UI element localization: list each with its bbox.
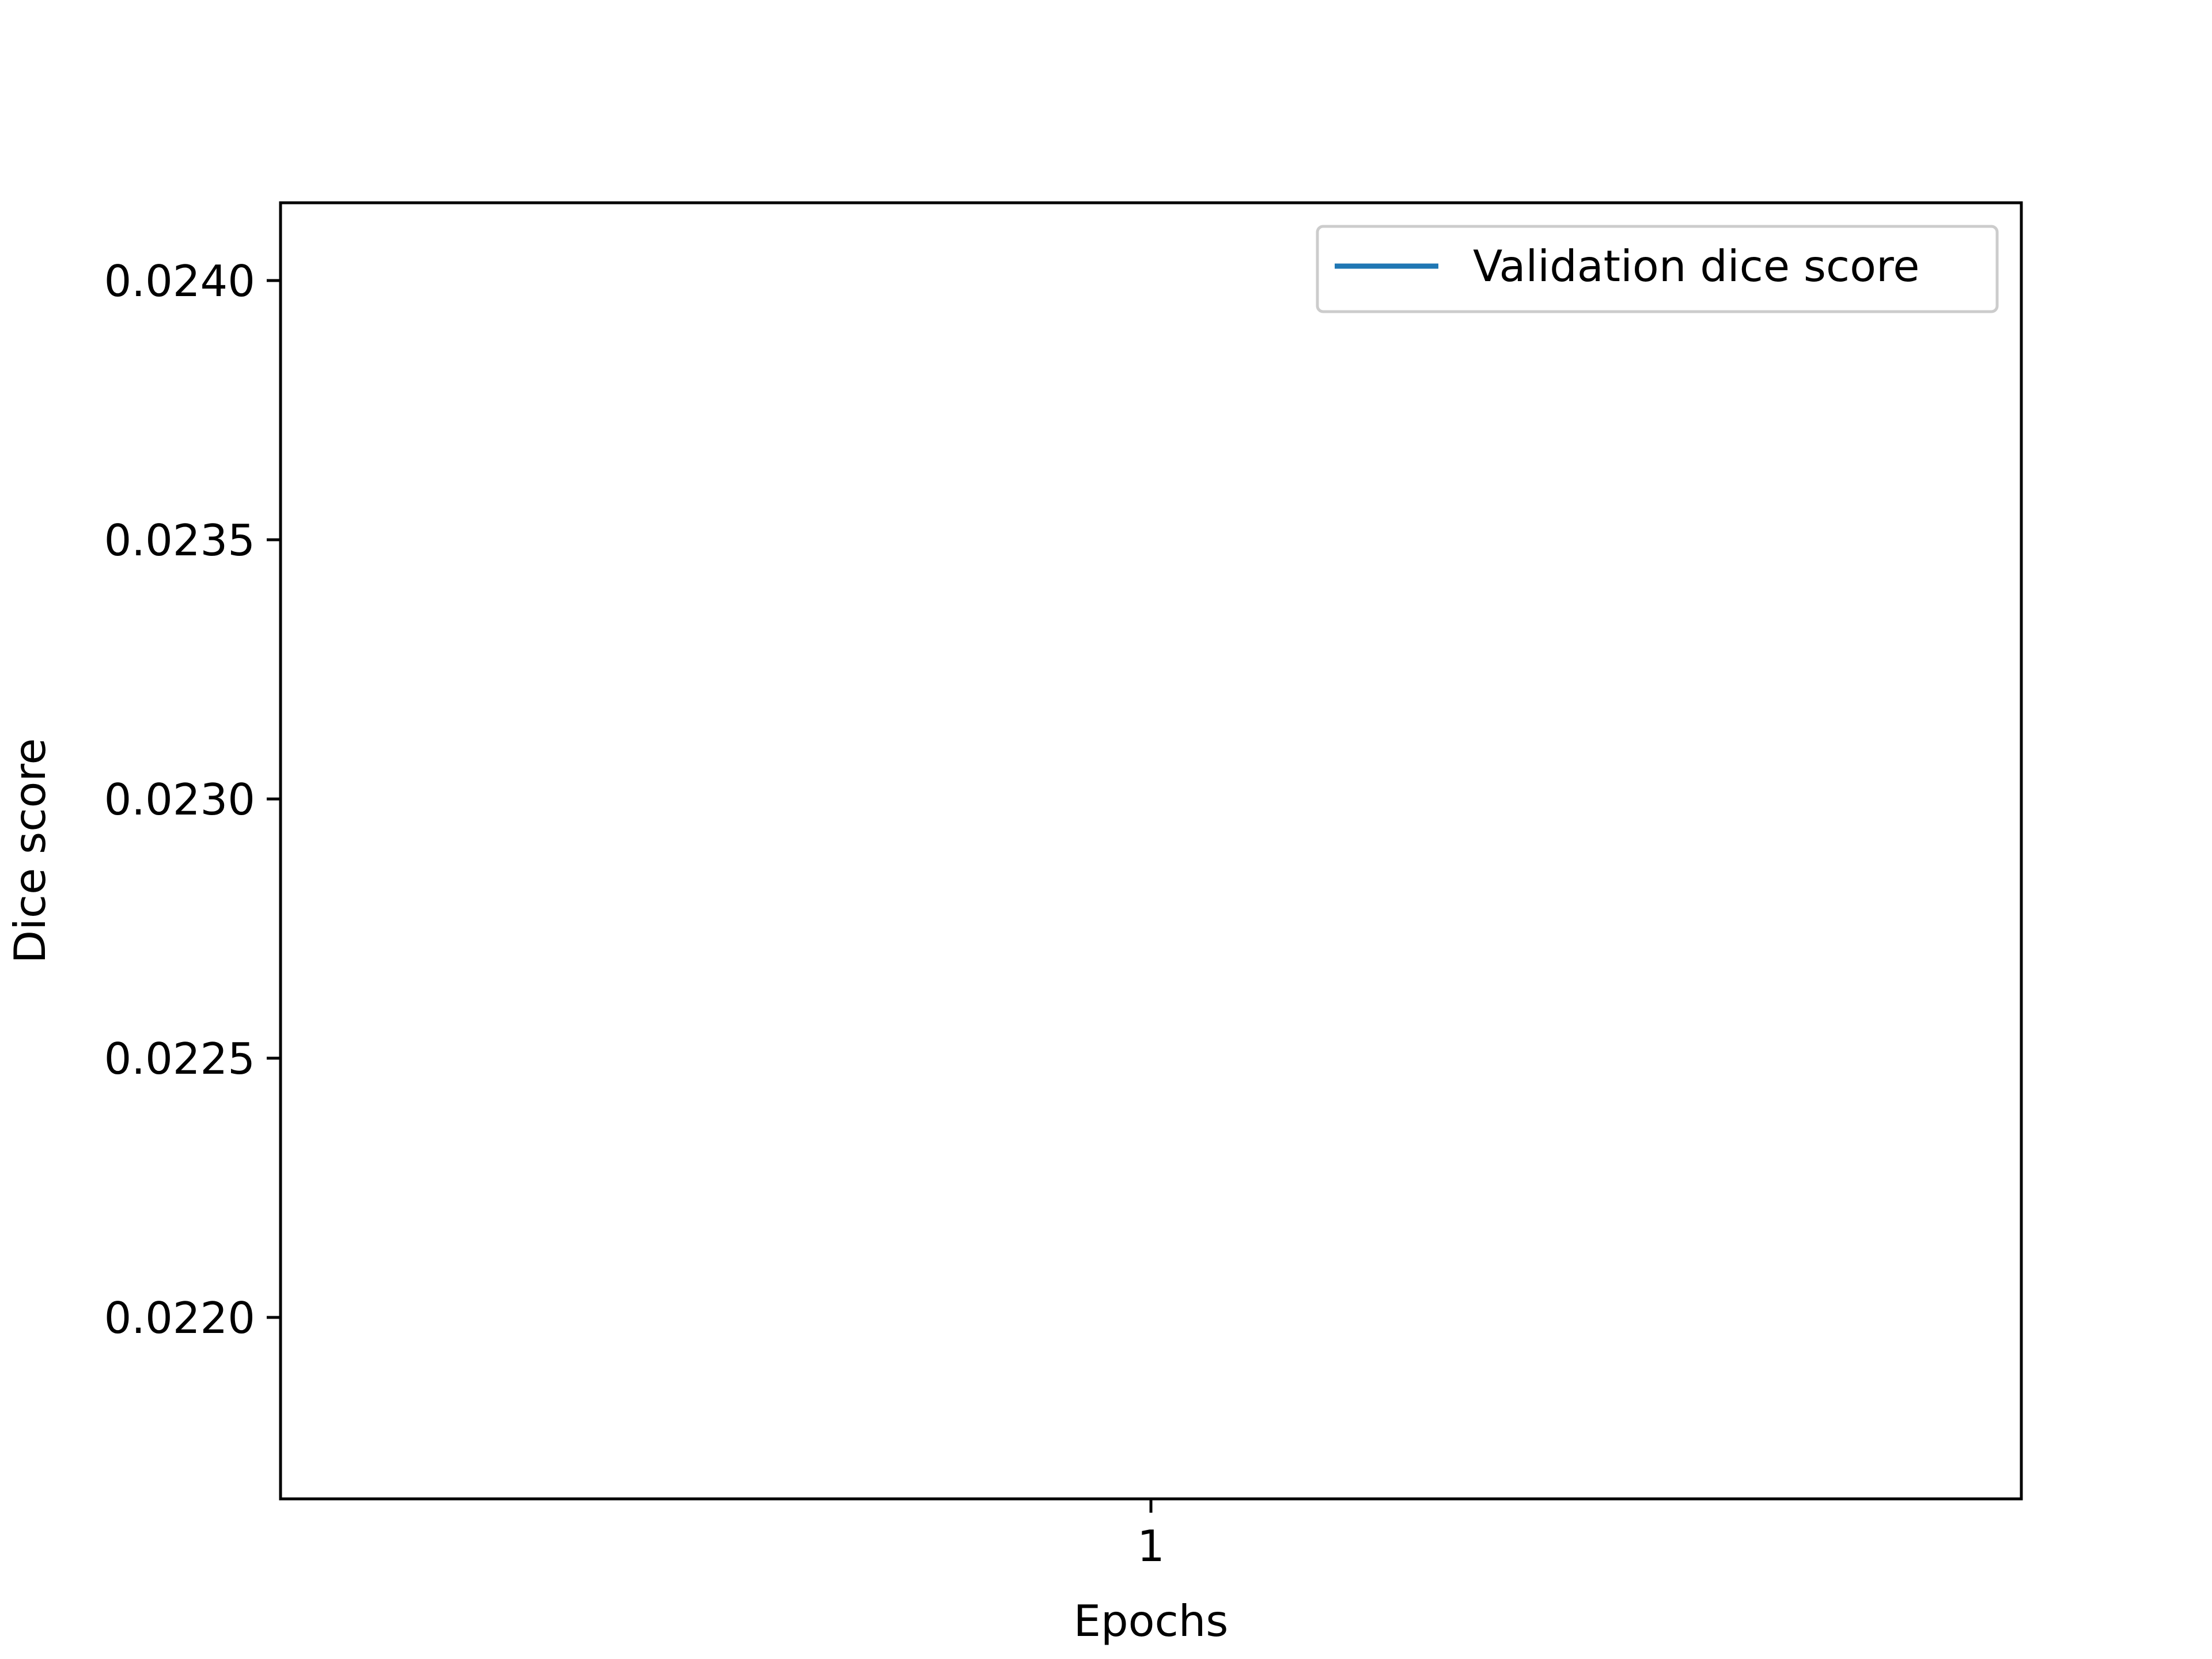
y-axis-label: Dice score [5, 738, 55, 963]
y-tick-label: 0.0235 [104, 515, 255, 566]
legend: Validation dice score [1316, 225, 1999, 313]
y-tick-label: 0.0240 [104, 256, 255, 306]
legend-frame [1316, 225, 1999, 313]
y-axis-ticks: 0.0220 0.0225 0.0230 0.0235 0.0240 [104, 256, 281, 1343]
y-tick-label: 0.0220 [104, 1293, 255, 1343]
x-axis-ticks: 1 [1137, 1499, 1165, 1571]
x-tick-label: 1 [1137, 1521, 1165, 1571]
y-tick-label: 0.0225 [104, 1033, 255, 1084]
x-axis-label: Epochs [1074, 1596, 1229, 1646]
y-tick-label: 0.0230 [104, 774, 255, 825]
legend-label: Validation dice score [1473, 241, 1919, 291]
